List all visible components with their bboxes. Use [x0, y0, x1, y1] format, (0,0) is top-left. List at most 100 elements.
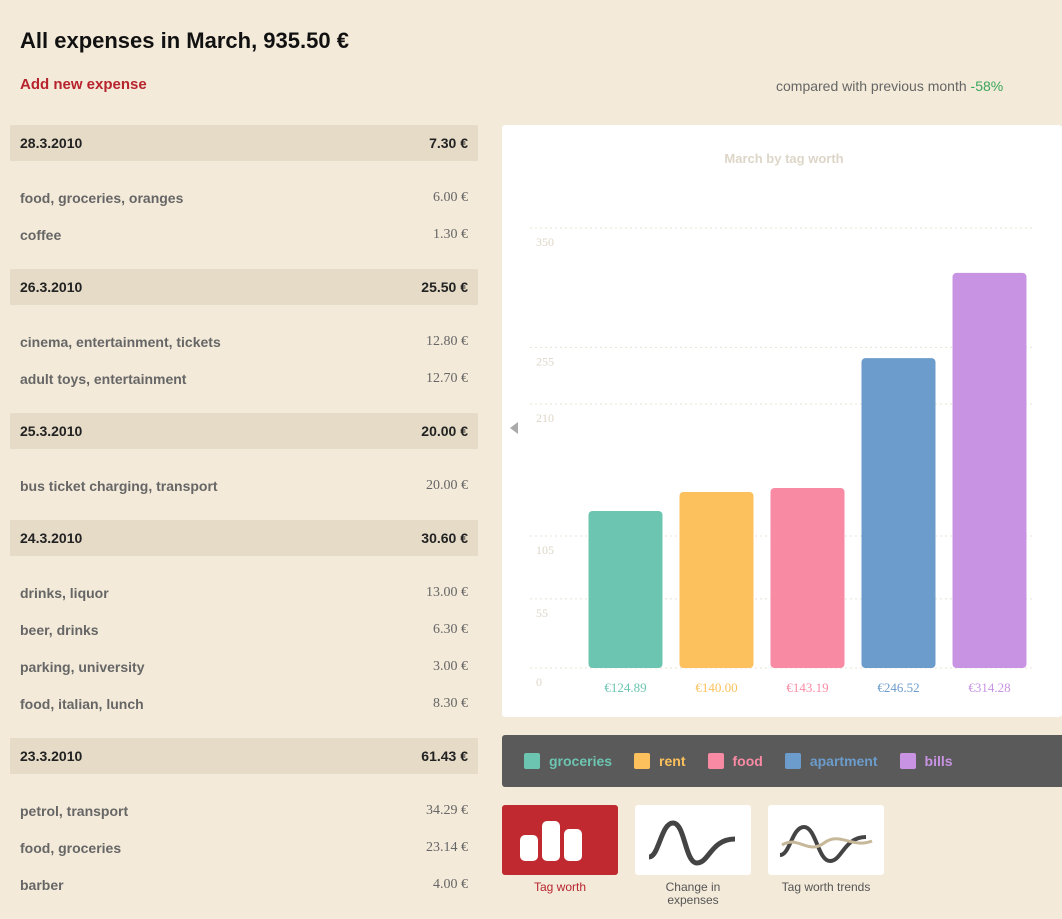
bar — [679, 492, 754, 668]
day-header: 24.3.2010 30.60 € — [10, 520, 478, 556]
expense-amount: 3.00 € — [433, 658, 468, 674]
expense-name: cinema, entertainment, tickets — [20, 333, 221, 350]
expense-row: parking, university 3.00 € — [10, 648, 478, 685]
expense-name: coffee — [20, 226, 62, 243]
expense-name: adult toys, entertainment — [20, 370, 187, 387]
expense-amount: 8.30 € — [433, 695, 468, 711]
legend-item: rent — [634, 753, 686, 769]
expense-name: drinks, liquor — [20, 584, 109, 601]
legend-swatch — [524, 753, 540, 769]
expense-row: adult toys, entertainment 12.70 € — [10, 360, 478, 397]
expense-amount: 13.00 € — [426, 584, 468, 600]
day-total: 61.43 € — [421, 748, 468, 764]
legend-swatch — [784, 753, 801, 769]
day-total: 7.30 € — [429, 135, 468, 151]
expense-row: petrol, transport 34.29 € — [10, 792, 478, 829]
expense-amount: 1.30 € — [433, 226, 468, 242]
expense-amount: 20.00 € — [426, 477, 468, 493]
expense-list: 28.3.2010 7.30 € food, groceries, oranges 6… — [10, 125, 478, 919]
day-header: 28.3.2010 7.30 € — [10, 125, 478, 161]
day-items: food, groceries, oranges 6.00 € coffee 1.30… — [10, 161, 478, 269]
day-items: petrol, transport 34.29 € food, groceries 2… — [10, 774, 478, 919]
prev-arrow[interactable] — [510, 422, 518, 434]
icon — [779, 824, 873, 864]
expense-amount: 4.00 € — [433, 876, 468, 892]
expense-name: parking, university — [20, 658, 145, 675]
view-label: Tag worth — [533, 880, 587, 894]
legend-swatch — [899, 753, 916, 769]
view-option[interactable]: Change in expenses — [635, 805, 751, 907]
expense-amount: 12.70 € — [426, 370, 468, 386]
expense-amount: 34.29 € — [426, 802, 468, 818]
expense-name: food, italian, lunch — [20, 695, 144, 712]
icon — [648, 820, 736, 866]
expense-amount: 6.30 € — [433, 621, 468, 637]
expense-amount: 12.80 € — [426, 333, 468, 349]
view-icon — [502, 805, 618, 875]
add-expense-link[interactable]: Add new expense — [20, 76, 147, 93]
day-header: 26.3.2010 25.50 € — [10, 269, 478, 305]
expense-row: food, groceries, oranges 6.00 € — [10, 179, 478, 216]
expense-row: bus ticket charging, transport 20.00 € — [10, 467, 478, 504]
expense-name: food, groceries, oranges — [20, 189, 184, 206]
value-label: €246.52 — [877, 680, 919, 695]
expense-name: food, groceries — [20, 839, 122, 856]
view-label: Change in expenses — [665, 880, 721, 907]
value-label: €143.19 — [786, 680, 828, 695]
view-icon — [768, 805, 884, 875]
expense-name: beer, drinks — [20, 621, 99, 638]
comparison-change: -58% — [970, 78, 1004, 94]
bar — [861, 358, 936, 668]
day-items: drinks, liquor 13.00 € beer, drinks 6.30 € p… — [10, 556, 478, 738]
view-label: Tag worth trends — [781, 880, 871, 894]
expense-row: beer, drinks 6.30 € — [10, 611, 478, 648]
value-label: €140.00 — [695, 680, 737, 695]
chart-title: March by tag worth — [724, 151, 843, 166]
expense-amount: 23.14 € — [426, 839, 468, 855]
y-tick-label: 210 — [536, 411, 554, 425]
day-total: 20.00 € — [421, 423, 468, 439]
legend-label: food — [732, 753, 763, 769]
legend: groceries rent food apartment bills — [502, 735, 1062, 787]
day-header: 25.3.2010 20.00 € — [10, 413, 478, 449]
day-total: 25.50 € — [421, 279, 468, 295]
view-option[interactable]: Tag worth — [502, 805, 618, 894]
day-date: 28.3.2010 — [20, 135, 83, 151]
legend-label: groceries — [549, 753, 613, 769]
view-option[interactable]: Tag worth trends — [768, 805, 884, 894]
page-title: All expenses in March, 935.50 € — [20, 28, 349, 53]
y-tick-label: 0 — [536, 675, 542, 689]
y-tick-label: 255 — [536, 354, 554, 368]
legend-label: rent — [659, 753, 686, 769]
expense-row: coffee 1.30 € — [10, 216, 478, 253]
expense-row: barber 4.00 € — [10, 866, 478, 903]
day-items: cinema, entertainment, tickets 12.80 € adu… — [10, 305, 478, 413]
legend-label: apartment — [809, 753, 878, 769]
expense-name: petrol, transport — [20, 802, 129, 819]
expense-amount: 6.00 € — [433, 189, 468, 205]
expense-name: barber — [20, 876, 64, 893]
y-tick-label: 350 — [536, 235, 554, 249]
expense-row: food, italian, lunch 8.30 € — [10, 685, 478, 722]
comparison-text: compared with previous month — [776, 78, 967, 94]
day-date: 24.3.2010 — [20, 530, 83, 546]
expense-row: drinks, liquor 13.00 € — [10, 574, 478, 611]
y-tick-label: 55 — [536, 606, 548, 620]
value-label: €314.28 — [968, 680, 1010, 695]
bar — [588, 510, 663, 668]
day-date: 23.3.2010 — [20, 748, 83, 764]
day-date: 26.3.2010 — [20, 279, 83, 295]
legend-swatch — [634, 753, 651, 769]
day-header: 23.3.2010 61.43 € — [10, 738, 478, 774]
legend-item: apartment — [784, 753, 878, 769]
value-label: €124.89 — [604, 680, 646, 695]
icon — [520, 821, 582, 861]
legend-swatch — [707, 753, 724, 769]
bar — [770, 487, 845, 668]
y-tick-label: 105 — [536, 543, 554, 557]
comparison: compared with previous month -58% — [776, 78, 1003, 94]
expense-name: bus ticket charging, transport — [20, 477, 218, 494]
chart-panel: March by tag worth 0 55 105 210 255 350 €124.8… — [502, 125, 1062, 717]
legend-item: food — [707, 753, 763, 769]
